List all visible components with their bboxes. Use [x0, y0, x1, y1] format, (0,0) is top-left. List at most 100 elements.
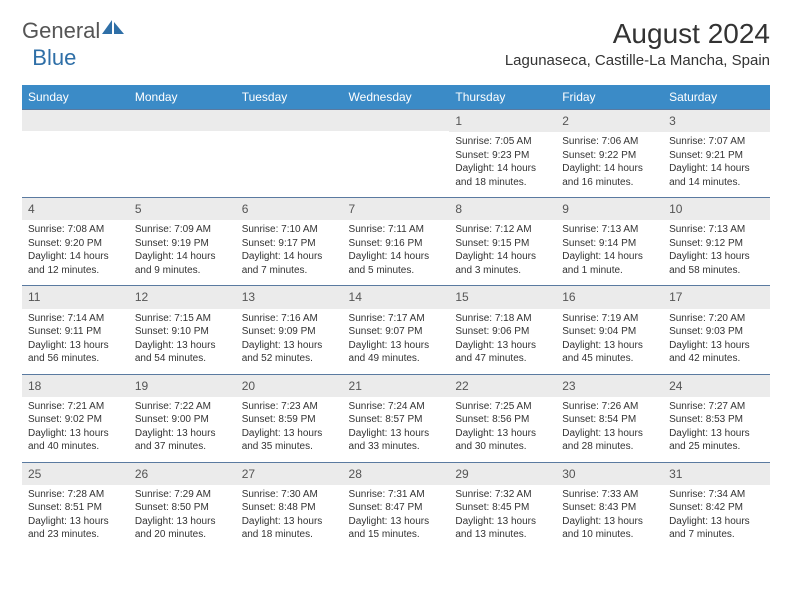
calendar-day-cell: 24Sunrise: 7:27 AMSunset: 8:53 PMDayligh…: [663, 374, 770, 462]
daylight-text: Daylight: 13 hours and 20 minutes.: [135, 515, 230, 542]
sunrise-text: Sunrise: 7:32 AM: [455, 488, 550, 502]
sunrise-text: Sunrise: 7:29 AM: [135, 488, 230, 502]
day-number: 11: [22, 286, 129, 308]
sunset-text: Sunset: 8:54 PM: [562, 413, 657, 427]
weekday-header: Saturday: [663, 85, 770, 110]
sunrise-text: Sunrise: 7:23 AM: [242, 400, 337, 414]
calendar-day-cell: 30Sunrise: 7:33 AMSunset: 8:43 PMDayligh…: [556, 462, 663, 550]
daylight-text: Daylight: 14 hours and 5 minutes.: [349, 250, 444, 277]
calendar-day-cell: 4Sunrise: 7:08 AMSunset: 9:20 PMDaylight…: [22, 198, 129, 286]
day-number: 3: [663, 110, 770, 132]
daylight-text: Daylight: 13 hours and 45 minutes.: [562, 339, 657, 366]
calendar-day-cell: 6Sunrise: 7:10 AMSunset: 9:17 PMDaylight…: [236, 198, 343, 286]
sunrise-text: Sunrise: 7:20 AM: [669, 312, 764, 326]
calendar-day-cell: [22, 110, 129, 198]
day-content: Sunrise: 7:18 AMSunset: 9:06 PMDaylight:…: [449, 309, 556, 374]
calendar-day-cell: 11Sunrise: 7:14 AMSunset: 9:11 PMDayligh…: [22, 286, 129, 374]
page-title: August 2024: [505, 18, 770, 50]
day-number: 14: [343, 286, 450, 308]
day-content: Sunrise: 7:13 AMSunset: 9:12 PMDaylight:…: [663, 220, 770, 285]
calendar-day-cell: 31Sunrise: 7:34 AMSunset: 8:42 PMDayligh…: [663, 462, 770, 550]
sunset-text: Sunset: 8:48 PM: [242, 501, 337, 515]
day-content: Sunrise: 7:19 AMSunset: 9:04 PMDaylight:…: [556, 309, 663, 374]
title-block: August 2024 Lagunaseca, Castille-La Manc…: [505, 18, 770, 69]
day-content: Sunrise: 7:09 AMSunset: 9:19 PMDaylight:…: [129, 220, 236, 285]
daylight-text: Daylight: 13 hours and 56 minutes.: [28, 339, 123, 366]
sunrise-text: Sunrise: 7:31 AM: [349, 488, 444, 502]
day-number: 29: [449, 463, 556, 485]
sunset-text: Sunset: 9:07 PM: [349, 325, 444, 339]
sunrise-text: Sunrise: 7:19 AM: [562, 312, 657, 326]
day-content: Sunrise: 7:23 AMSunset: 8:59 PMDaylight:…: [236, 397, 343, 462]
sunset-text: Sunset: 8:59 PM: [242, 413, 337, 427]
day-number: 8: [449, 198, 556, 220]
sunrise-text: Sunrise: 7:21 AM: [28, 400, 123, 414]
weekday-header: Friday: [556, 85, 663, 110]
sunrise-text: Sunrise: 7:11 AM: [349, 223, 444, 237]
calendar-day-cell: [129, 110, 236, 198]
day-content: Sunrise: 7:31 AMSunset: 8:47 PMDaylight:…: [343, 485, 450, 550]
day-content: Sunrise: 7:32 AMSunset: 8:45 PMDaylight:…: [449, 485, 556, 550]
calendar-week-row: 25Sunrise: 7:28 AMSunset: 8:51 PMDayligh…: [22, 462, 770, 550]
sunrise-text: Sunrise: 7:24 AM: [349, 400, 444, 414]
sunset-text: Sunset: 9:19 PM: [135, 237, 230, 251]
calendar-table: SundayMondayTuesdayWednesdayThursdayFrid…: [22, 85, 770, 550]
day-content: Sunrise: 7:14 AMSunset: 9:11 PMDaylight:…: [22, 309, 129, 374]
daylight-text: Daylight: 13 hours and 47 minutes.: [455, 339, 550, 366]
sunset-text: Sunset: 9:03 PM: [669, 325, 764, 339]
day-content: Sunrise: 7:24 AMSunset: 8:57 PMDaylight:…: [343, 397, 450, 462]
sunset-text: Sunset: 9:10 PM: [135, 325, 230, 339]
daylight-text: Daylight: 13 hours and 23 minutes.: [28, 515, 123, 542]
day-number: 12: [129, 286, 236, 308]
day-number: 27: [236, 463, 343, 485]
logo-sail-icon: [102, 18, 124, 36]
day-content: Sunrise: 7:30 AMSunset: 8:48 PMDaylight:…: [236, 485, 343, 550]
day-content: Sunrise: 7:13 AMSunset: 9:14 PMDaylight:…: [556, 220, 663, 285]
calendar-day-cell: 23Sunrise: 7:26 AMSunset: 8:54 PMDayligh…: [556, 374, 663, 462]
sunrise-text: Sunrise: 7:10 AM: [242, 223, 337, 237]
weekday-header: Tuesday: [236, 85, 343, 110]
daylight-text: Daylight: 13 hours and 13 minutes.: [455, 515, 550, 542]
day-content: Sunrise: 7:06 AMSunset: 9:22 PMDaylight:…: [556, 132, 663, 197]
day-number: 26: [129, 463, 236, 485]
logo-text-blue: Blue: [32, 45, 76, 71]
daylight-text: Daylight: 13 hours and 30 minutes.: [455, 427, 550, 454]
location-label: Lagunaseca, Castille-La Mancha, Spain: [505, 52, 770, 69]
day-content: [129, 131, 236, 181]
calendar-day-cell: 5Sunrise: 7:09 AMSunset: 9:19 PMDaylight…: [129, 198, 236, 286]
sunrise-text: Sunrise: 7:30 AM: [242, 488, 337, 502]
calendar-day-cell: 3Sunrise: 7:07 AMSunset: 9:21 PMDaylight…: [663, 110, 770, 198]
sunset-text: Sunset: 9:06 PM: [455, 325, 550, 339]
day-number: 24: [663, 375, 770, 397]
calendar-day-cell: 21Sunrise: 7:24 AMSunset: 8:57 PMDayligh…: [343, 374, 450, 462]
calendar-day-cell: [236, 110, 343, 198]
sunrise-text: Sunrise: 7:33 AM: [562, 488, 657, 502]
sunrise-text: Sunrise: 7:12 AM: [455, 223, 550, 237]
sunrise-text: Sunrise: 7:08 AM: [28, 223, 123, 237]
day-content: Sunrise: 7:11 AMSunset: 9:16 PMDaylight:…: [343, 220, 450, 285]
day-number: 22: [449, 375, 556, 397]
calendar-day-cell: 25Sunrise: 7:28 AMSunset: 8:51 PMDayligh…: [22, 462, 129, 550]
sunset-text: Sunset: 9:09 PM: [242, 325, 337, 339]
daylight-text: Daylight: 13 hours and 15 minutes.: [349, 515, 444, 542]
calendar-day-cell: 26Sunrise: 7:29 AMSunset: 8:50 PMDayligh…: [129, 462, 236, 550]
weekday-header: Thursday: [449, 85, 556, 110]
sunset-text: Sunset: 8:53 PM: [669, 413, 764, 427]
calendar-day-cell: 2Sunrise: 7:06 AMSunset: 9:22 PMDaylight…: [556, 110, 663, 198]
day-content: Sunrise: 7:10 AMSunset: 9:17 PMDaylight:…: [236, 220, 343, 285]
day-number: 20: [236, 375, 343, 397]
calendar-day-cell: 7Sunrise: 7:11 AMSunset: 9:16 PMDaylight…: [343, 198, 450, 286]
day-content: Sunrise: 7:07 AMSunset: 9:21 PMDaylight:…: [663, 132, 770, 197]
day-number: [129, 110, 236, 131]
sunset-text: Sunset: 9:17 PM: [242, 237, 337, 251]
calendar-day-cell: 29Sunrise: 7:32 AMSunset: 8:45 PMDayligh…: [449, 462, 556, 550]
day-number: 6: [236, 198, 343, 220]
calendar-day-cell: 27Sunrise: 7:30 AMSunset: 8:48 PMDayligh…: [236, 462, 343, 550]
day-content: Sunrise: 7:12 AMSunset: 9:15 PMDaylight:…: [449, 220, 556, 285]
calendar-day-cell: 8Sunrise: 7:12 AMSunset: 9:15 PMDaylight…: [449, 198, 556, 286]
day-number: 28: [343, 463, 450, 485]
day-number: 16: [556, 286, 663, 308]
weekday-header: Wednesday: [343, 85, 450, 110]
calendar-day-cell: 15Sunrise: 7:18 AMSunset: 9:06 PMDayligh…: [449, 286, 556, 374]
day-content: [236, 131, 343, 181]
